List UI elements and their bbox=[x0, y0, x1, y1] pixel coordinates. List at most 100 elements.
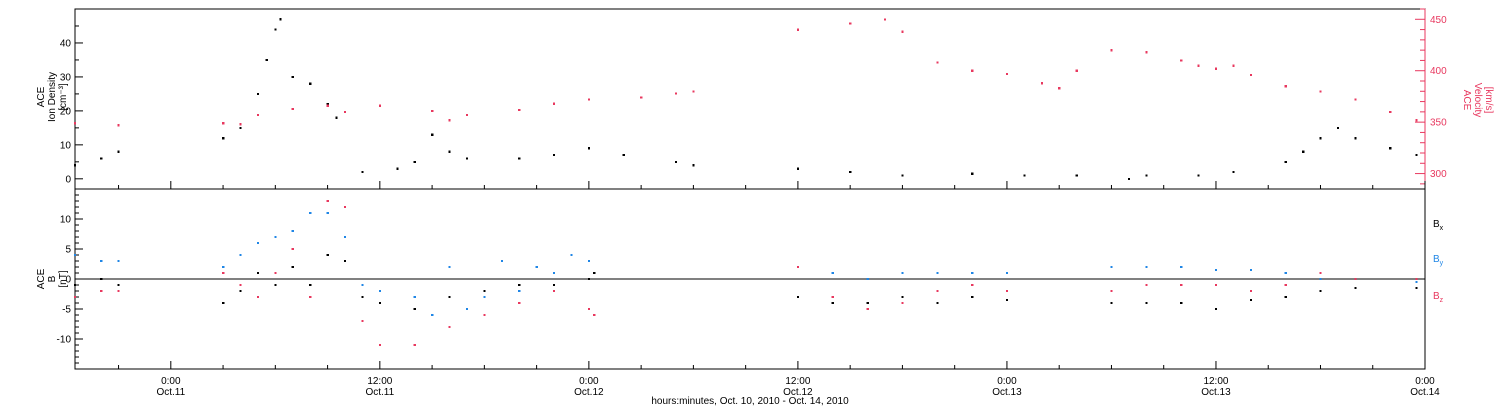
bz-point bbox=[483, 314, 486, 317]
density-point bbox=[971, 172, 974, 175]
density-point bbox=[291, 75, 294, 79]
by-point bbox=[448, 266, 451, 269]
velocity-tick-label: 400 bbox=[1430, 66, 1447, 77]
bx-point bbox=[971, 296, 974, 299]
bx-point bbox=[1145, 302, 1148, 305]
b-tick-label: 10 bbox=[60, 215, 72, 226]
density-point bbox=[1319, 137, 1322, 140]
x-tick-time: 0:00 bbox=[1415, 376, 1435, 387]
bz-point bbox=[100, 290, 103, 293]
bx-point bbox=[1215, 308, 1218, 311]
legend-bx: Bx bbox=[1433, 219, 1444, 232]
x-tick-time: 0:00 bbox=[161, 376, 181, 387]
density-point bbox=[256, 92, 260, 96]
density-point bbox=[587, 147, 591, 150]
bx-point bbox=[361, 296, 364, 299]
velocity-point bbox=[1389, 110, 1392, 114]
by-point bbox=[901, 272, 904, 275]
density-point bbox=[326, 103, 329, 106]
velocity-point bbox=[291, 107, 294, 110]
by-point bbox=[587, 260, 591, 263]
top-panel-frame bbox=[74, 8, 1426, 190]
velocity-point bbox=[587, 98, 591, 101]
x-axis-ticks: 0:00Oct.1112:00Oct.110:00Oct.1212:00Oct.… bbox=[118, 361, 1440, 398]
velocity-point bbox=[936, 61, 939, 64]
density-y-axis: 0 10 20 30 40 bbox=[60, 25, 83, 185]
velocity-point bbox=[1145, 51, 1148, 54]
velocity-point bbox=[692, 90, 695, 93]
bx-point bbox=[1354, 287, 1357, 290]
density-point bbox=[74, 164, 77, 167]
velocity-point bbox=[971, 69, 974, 72]
by-point bbox=[1110, 266, 1113, 269]
density-point bbox=[448, 150, 451, 153]
density-point bbox=[622, 154, 625, 157]
by-point bbox=[518, 290, 521, 293]
bx-point bbox=[239, 290, 242, 293]
bz-point bbox=[1249, 290, 1252, 293]
velocity-point bbox=[1197, 64, 1200, 67]
bz-point bbox=[1110, 290, 1113, 293]
by-point bbox=[1415, 281, 1418, 284]
bz-point bbox=[1354, 278, 1357, 281]
bx-point bbox=[1110, 302, 1113, 305]
b-ylabel-line2: B bbox=[47, 275, 58, 282]
density-tick-label: 0 bbox=[65, 174, 71, 185]
velocity-point bbox=[344, 110, 347, 114]
density-point bbox=[1075, 174, 1078, 177]
velocity-point bbox=[675, 92, 678, 95]
bx-point bbox=[866, 302, 869, 305]
velocity-point bbox=[222, 122, 225, 125]
bx-point bbox=[831, 302, 834, 305]
by-point bbox=[1249, 269, 1252, 272]
velocity-point bbox=[1232, 64, 1235, 67]
bx-point bbox=[326, 254, 329, 257]
bx-point bbox=[378, 302, 381, 305]
bz-point bbox=[593, 314, 596, 317]
velocity-point bbox=[1058, 87, 1061, 90]
x-tick-date: Oct.13 bbox=[992, 387, 1022, 398]
bz-point bbox=[1415, 278, 1418, 281]
bz-point bbox=[901, 302, 904, 305]
bx-point bbox=[1180, 302, 1183, 305]
b-ylabel-line1: ACE bbox=[36, 268, 47, 289]
by-point bbox=[866, 278, 869, 281]
bz-point bbox=[74, 296, 77, 299]
density-point bbox=[1284, 160, 1287, 163]
density-point bbox=[465, 157, 469, 160]
bx-point bbox=[309, 284, 312, 287]
velocity-point bbox=[849, 22, 852, 25]
density-point bbox=[1232, 171, 1235, 174]
velocity-point bbox=[1215, 67, 1218, 70]
velocity-point bbox=[553, 102, 556, 105]
bz-point bbox=[866, 308, 869, 311]
by-point bbox=[1284, 272, 1287, 275]
velocity-point bbox=[1040, 82, 1043, 85]
density-tick-label: 40 bbox=[60, 38, 72, 49]
density-point bbox=[796, 167, 800, 170]
bx-point bbox=[117, 284, 120, 287]
density-point bbox=[1023, 174, 1026, 177]
bx-point bbox=[936, 302, 939, 305]
bz-point bbox=[361, 320, 364, 323]
legend-bz-sub: z bbox=[1440, 297, 1444, 304]
velocity-ylabel-line3: [km/s] bbox=[1483, 87, 1494, 114]
bx-point bbox=[1415, 287, 1418, 290]
velocity-point bbox=[117, 124, 120, 127]
bz-point bbox=[256, 296, 260, 299]
legend-bx-sub: x bbox=[1440, 225, 1444, 232]
density-point bbox=[239, 126, 242, 130]
density-ylabel-line2: Ion Density bbox=[47, 72, 58, 122]
bz-point bbox=[1145, 284, 1148, 287]
x-tick-time: 12:00 bbox=[785, 376, 810, 387]
bx-point bbox=[274, 284, 277, 287]
by-point bbox=[831, 272, 834, 275]
density-point bbox=[431, 133, 434, 136]
velocity-point bbox=[256, 113, 260, 117]
bz-point bbox=[1215, 284, 1218, 287]
legend: Bx By Bz bbox=[1433, 219, 1444, 304]
density-point bbox=[117, 150, 120, 153]
bz-point bbox=[222, 272, 225, 275]
by-point bbox=[222, 266, 225, 269]
